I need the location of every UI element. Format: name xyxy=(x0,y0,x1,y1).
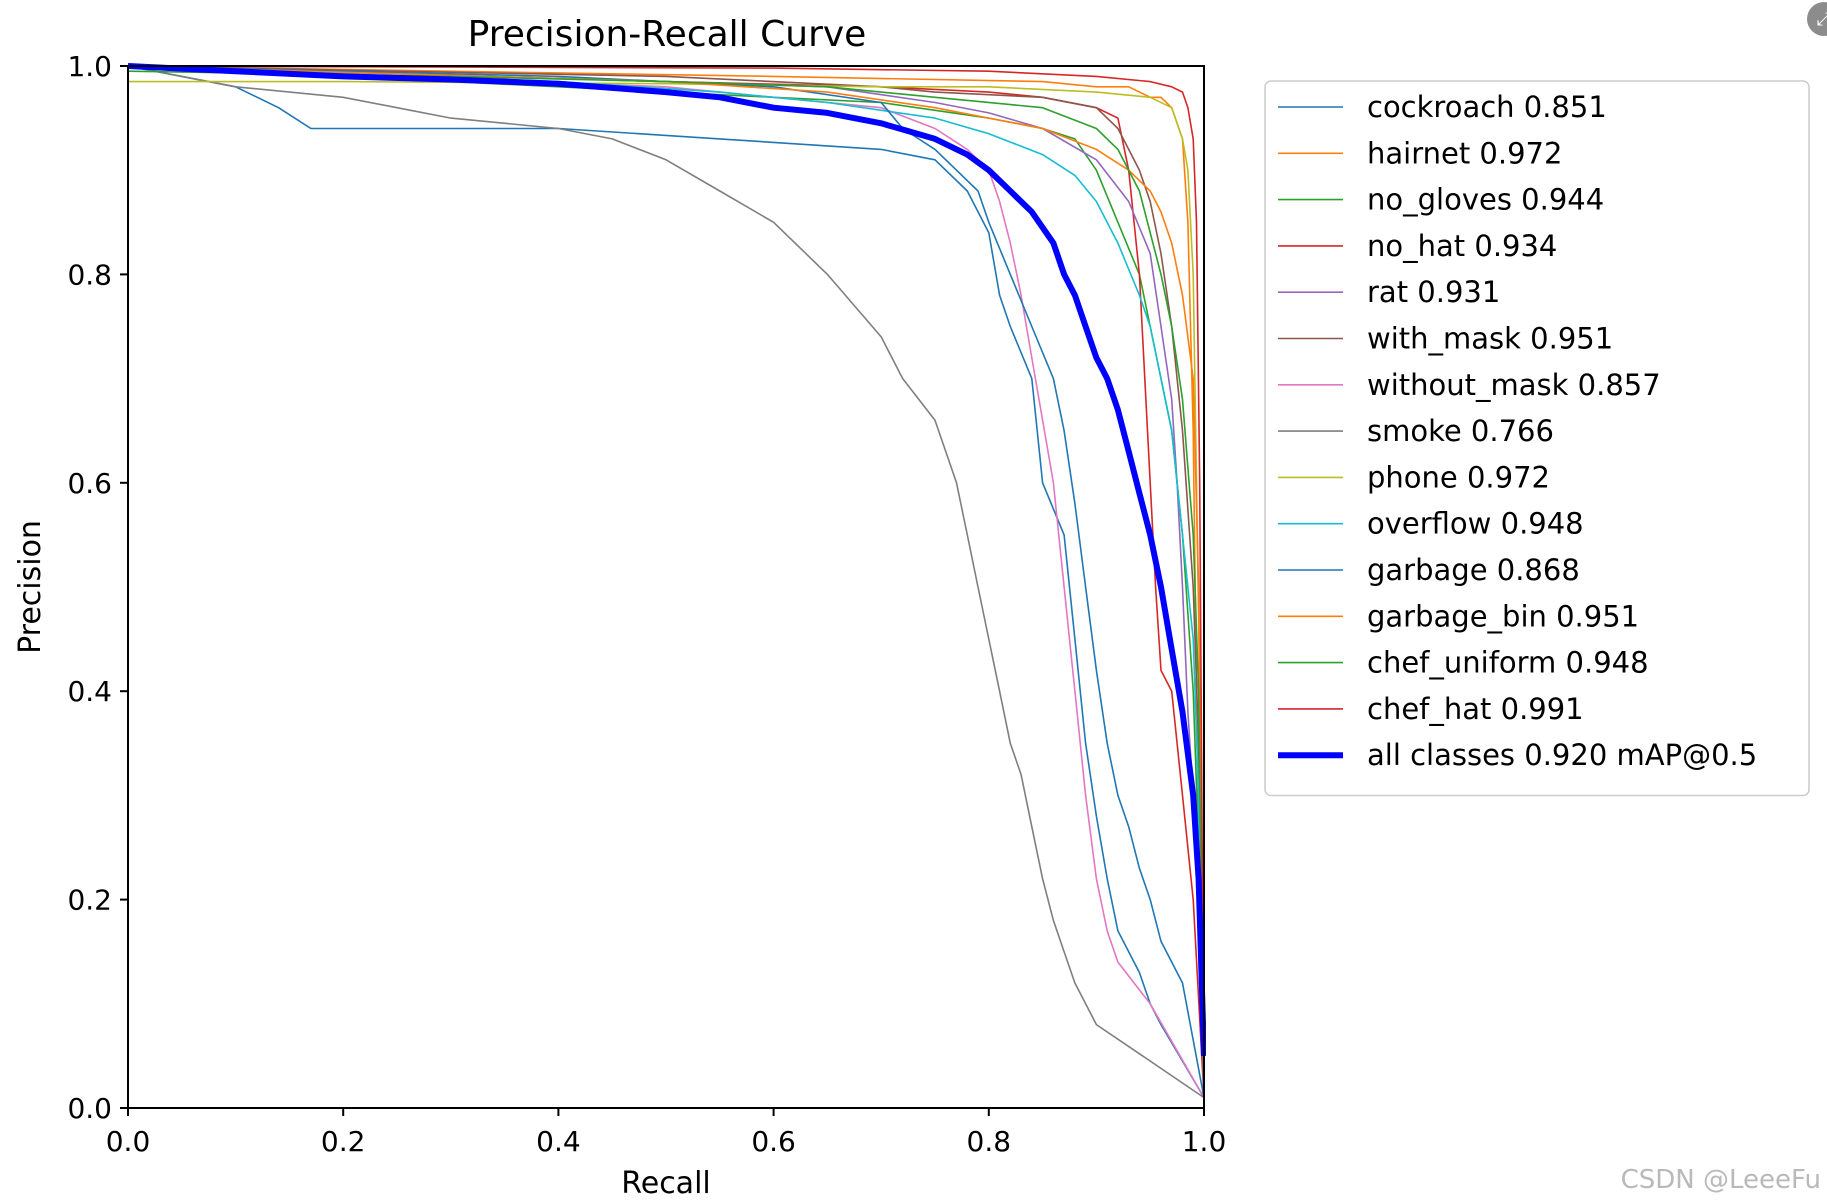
legend-label-8: phone 0.972 xyxy=(1367,460,1550,494)
legend-label-13: chef_hat 0.991 xyxy=(1367,692,1584,726)
legend-label-14: all classes 0.920 mAP@0.5 xyxy=(1367,738,1757,772)
legend-label-4: rat 0.931 xyxy=(1367,275,1500,309)
y-axis: 0.0 0.2 0.4 0.6 0.8 1.0 xyxy=(67,50,128,1125)
legend: cockroach 0.851 hairnet 0.972 no_gloves 0.… xyxy=(1264,80,1810,797)
x-tick-label-3: 0.6 xyxy=(751,1125,796,1158)
plot-frame xyxy=(127,65,1205,1109)
series-line-11 xyxy=(128,65,1205,1098)
legend-label-12: chef_uniform 0.948 xyxy=(1367,646,1649,680)
series-line-1 xyxy=(128,65,1205,1098)
legend-box xyxy=(1264,80,1810,797)
legend-label-6: without_mask 0.857 xyxy=(1367,368,1661,402)
series-line-2 xyxy=(128,65,1205,1098)
series-line-13 xyxy=(128,65,1205,1098)
x-tick-label-2: 0.4 xyxy=(536,1125,581,1158)
y-tick-label-4: 0.8 xyxy=(67,258,112,291)
series-line-9 xyxy=(128,65,1205,1098)
legend-label-0: cockroach 0.851 xyxy=(1367,90,1607,124)
series-line-14 xyxy=(128,63,1206,1056)
series-line-6 xyxy=(128,65,1205,1098)
x-tick-label-4: 0.8 xyxy=(967,1125,1012,1158)
legend-label-2: no_gloves 0.944 xyxy=(1367,183,1604,217)
y-tick-label-0: 0.0 xyxy=(67,1092,112,1125)
series-line-10 xyxy=(128,65,1205,1098)
legend-label-9: overflow 0.948 xyxy=(1367,507,1584,541)
series-line-5 xyxy=(128,65,1205,1098)
y-tick-label-3: 0.6 xyxy=(67,467,112,500)
series-line-4 xyxy=(128,65,1205,1098)
y-tick-label-5: 1.0 xyxy=(67,50,112,83)
chart-title: Precision-Recall Curve xyxy=(468,14,867,55)
series-line-8 xyxy=(128,80,1205,1098)
x-axis-label: Recall xyxy=(621,1166,711,1201)
series-line-0 xyxy=(128,65,1205,1099)
legend-label-1: hairnet 0.972 xyxy=(1367,136,1562,170)
legend-label-7: smoke 0.766 xyxy=(1367,414,1554,448)
legend-label-5: with_mask 0.951 xyxy=(1367,322,1613,356)
series-line-3 xyxy=(128,65,1205,1098)
watermark: CSDN @LeeeFu xyxy=(1620,1165,1821,1195)
x-tick-label-0: 0.0 xyxy=(106,1125,151,1158)
y-axis-label: Precision xyxy=(13,520,48,654)
expand-icon[interactable]: ⤢ xyxy=(1807,2,1827,36)
y-tick-label-1: 0.2 xyxy=(67,884,112,917)
series-layer xyxy=(128,63,1206,1099)
series-line-7 xyxy=(128,65,1205,1099)
legend-label-11: garbage_bin 0.951 xyxy=(1367,599,1639,633)
legend-label-3: no_hat 0.934 xyxy=(1367,229,1557,263)
x-tick-label-5: 1.0 xyxy=(1182,1125,1227,1158)
legend-label-10: garbage 0.868 xyxy=(1367,553,1580,587)
x-tick-label-1: 0.2 xyxy=(321,1125,366,1158)
y-tick-label-2: 0.4 xyxy=(67,675,112,708)
series-line-12 xyxy=(128,70,1205,1098)
x-axis: 0.0 0.2 0.4 0.6 0.8 1.0 xyxy=(106,1108,1227,1158)
